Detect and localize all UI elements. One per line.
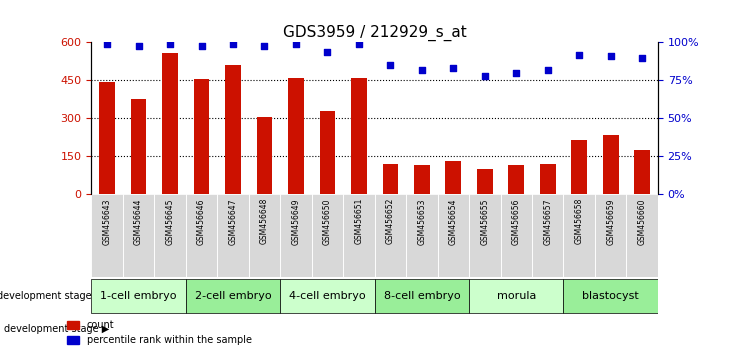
FancyBboxPatch shape	[564, 279, 658, 313]
Text: 4-cell embryo: 4-cell embryo	[289, 291, 366, 301]
Text: GSM456643: GSM456643	[102, 198, 112, 245]
Point	[542, 67, 553, 73]
Bar	[225, 65, 241, 194]
Text: GSM456655: GSM456655	[480, 198, 489, 245]
Text: GSM456647: GSM456647	[229, 198, 238, 245]
Point	[447, 65, 459, 71]
Point	[102, 41, 113, 47]
Bar	[288, 78, 304, 194]
Bar	[194, 79, 209, 194]
Bar	[319, 110, 336, 194]
Point	[164, 41, 176, 47]
FancyBboxPatch shape	[217, 194, 249, 277]
FancyBboxPatch shape	[438, 194, 469, 277]
FancyBboxPatch shape	[501, 194, 532, 277]
Bar	[131, 99, 146, 194]
FancyBboxPatch shape	[374, 194, 406, 277]
Bar	[445, 161, 461, 194]
Text: GSM456660: GSM456660	[637, 198, 647, 245]
Bar	[477, 169, 493, 194]
FancyBboxPatch shape	[311, 194, 343, 277]
FancyBboxPatch shape	[532, 194, 564, 277]
Bar	[351, 78, 367, 194]
FancyBboxPatch shape	[91, 194, 123, 277]
Bar	[572, 139, 587, 194]
FancyBboxPatch shape	[91, 279, 186, 313]
Point	[385, 62, 396, 68]
Point	[353, 41, 365, 47]
Text: GSM456656: GSM456656	[512, 198, 520, 245]
Text: blastocyst: blastocyst	[583, 291, 639, 301]
Bar	[414, 165, 430, 194]
Bar	[540, 164, 556, 194]
Text: GSM456657: GSM456657	[543, 198, 552, 245]
FancyBboxPatch shape	[154, 194, 186, 277]
FancyBboxPatch shape	[280, 194, 311, 277]
Text: development stage ▶: development stage ▶	[4, 324, 109, 334]
FancyBboxPatch shape	[280, 279, 374, 313]
FancyBboxPatch shape	[626, 194, 658, 277]
Text: GSM456649: GSM456649	[292, 198, 300, 245]
Legend: count, percentile rank within the sample: count, percentile rank within the sample	[64, 316, 256, 349]
Text: morula: morula	[496, 291, 536, 301]
Bar	[257, 117, 273, 194]
Title: GDS3959 / 212929_s_at: GDS3959 / 212929_s_at	[283, 25, 466, 41]
FancyBboxPatch shape	[186, 279, 280, 313]
Point	[227, 41, 239, 47]
Text: 2-cell embryo: 2-cell embryo	[194, 291, 271, 301]
Text: 8-cell embryo: 8-cell embryo	[384, 291, 460, 301]
Bar	[382, 164, 398, 194]
FancyBboxPatch shape	[595, 194, 626, 277]
Point	[133, 43, 145, 48]
Text: GSM456654: GSM456654	[449, 198, 458, 245]
Point	[322, 49, 333, 55]
FancyBboxPatch shape	[469, 194, 501, 277]
Text: GSM456658: GSM456658	[575, 198, 584, 245]
FancyBboxPatch shape	[123, 194, 154, 277]
FancyBboxPatch shape	[249, 194, 280, 277]
Text: GSM456653: GSM456653	[417, 198, 426, 245]
FancyBboxPatch shape	[186, 194, 217, 277]
Bar	[635, 150, 650, 194]
Point	[573, 52, 585, 57]
Text: GSM456645: GSM456645	[165, 198, 175, 245]
Point	[196, 43, 208, 48]
FancyBboxPatch shape	[469, 279, 564, 313]
Bar	[99, 82, 115, 194]
Point	[479, 73, 491, 79]
Text: GSM456652: GSM456652	[386, 198, 395, 245]
Point	[259, 43, 270, 48]
Text: GSM456648: GSM456648	[260, 198, 269, 245]
Text: GSM456644: GSM456644	[134, 198, 143, 245]
FancyBboxPatch shape	[374, 279, 469, 313]
Bar	[162, 53, 178, 194]
Point	[290, 41, 302, 47]
Text: GSM456650: GSM456650	[323, 198, 332, 245]
Point	[636, 55, 648, 61]
FancyBboxPatch shape	[564, 194, 595, 277]
FancyBboxPatch shape	[343, 194, 374, 277]
Text: GSM456646: GSM456646	[197, 198, 206, 245]
Point	[416, 67, 428, 73]
Text: 1-cell embryo: 1-cell embryo	[100, 291, 177, 301]
Point	[605, 53, 616, 59]
FancyBboxPatch shape	[406, 194, 438, 277]
Bar	[603, 135, 618, 194]
Text: GSM456651: GSM456651	[355, 198, 363, 245]
Point	[510, 70, 522, 76]
Text: development stage: development stage	[0, 291, 91, 301]
Text: GSM456659: GSM456659	[606, 198, 616, 245]
Bar	[508, 165, 524, 194]
